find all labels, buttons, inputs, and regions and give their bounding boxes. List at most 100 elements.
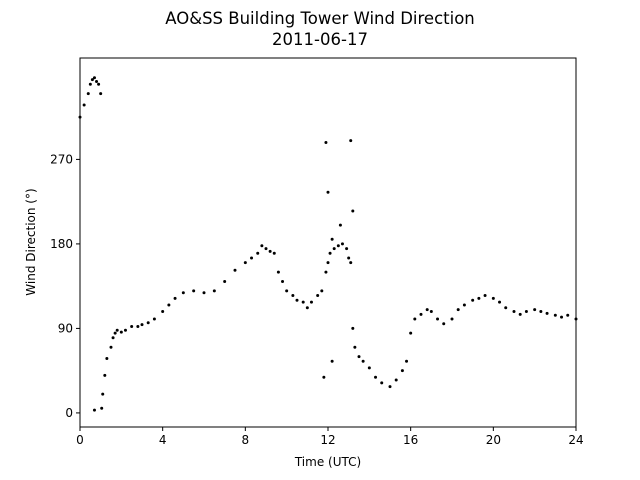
data-point xyxy=(95,79,99,83)
data-point xyxy=(285,289,289,293)
x-tick-label: 0 xyxy=(76,433,84,447)
data-point xyxy=(105,356,109,360)
data-point xyxy=(320,289,324,293)
data-point xyxy=(504,306,508,310)
data-point xyxy=(281,279,285,283)
data-point xyxy=(332,247,336,251)
data-point xyxy=(324,270,328,274)
x-tick-label: 4 xyxy=(159,433,167,447)
data-point xyxy=(181,291,185,295)
y-tick-label: 90 xyxy=(58,321,73,335)
data-point xyxy=(119,330,123,334)
data-point xyxy=(301,300,305,304)
data-point xyxy=(361,359,365,363)
data-point xyxy=(429,310,433,314)
data-point xyxy=(413,317,417,321)
data-point xyxy=(518,312,522,316)
data-point xyxy=(456,308,460,312)
data-point xyxy=(130,325,134,329)
data-point xyxy=(322,375,326,379)
data-point xyxy=(351,326,355,330)
data-point xyxy=(82,103,86,107)
data-point xyxy=(146,321,150,325)
data-point xyxy=(136,325,140,329)
data-point xyxy=(256,251,260,255)
data-point xyxy=(109,345,113,349)
data-point xyxy=(560,315,564,319)
data-point xyxy=(328,251,332,255)
data-point xyxy=(111,336,115,340)
data-point xyxy=(326,190,330,194)
x-axis-label: Time (UTC) xyxy=(294,455,361,469)
x-axis: 0 4 8 12 16 20 24 xyxy=(76,427,584,447)
data-point xyxy=(86,92,90,96)
data-point xyxy=(326,261,330,265)
data-point xyxy=(442,322,446,326)
data-point xyxy=(483,294,487,298)
data-point xyxy=(212,289,216,293)
data-point xyxy=(477,296,481,300)
data-point xyxy=(336,244,340,248)
data-point xyxy=(90,78,94,82)
data-point xyxy=(123,328,127,332)
data-point xyxy=(276,270,280,274)
data-point xyxy=(462,303,466,307)
data-point xyxy=(100,406,104,410)
y-tick-label: 180 xyxy=(50,237,73,251)
data-point xyxy=(97,82,101,86)
data-point xyxy=(260,244,264,248)
data-point xyxy=(400,369,404,373)
chart-title: AO&SS Building Tower Wind Direction xyxy=(165,9,475,28)
data-point xyxy=(533,308,537,312)
data-point xyxy=(309,300,313,304)
y-axis-label: Wind Direction (°) xyxy=(24,188,38,295)
data-point xyxy=(491,296,495,300)
data-point xyxy=(545,311,549,315)
data-point xyxy=(167,303,171,307)
data-point xyxy=(498,300,502,304)
data-point xyxy=(305,306,309,310)
data-point xyxy=(394,378,398,382)
data-point xyxy=(295,298,299,302)
data-point xyxy=(268,249,272,253)
data-point xyxy=(471,298,475,302)
plot-frame xyxy=(79,57,577,428)
data-point xyxy=(99,92,103,96)
y-tick-label: 270 xyxy=(50,152,73,166)
data-point xyxy=(553,313,557,317)
x-tick-label: 20 xyxy=(486,433,501,447)
data-point xyxy=(419,312,423,316)
data-point xyxy=(223,279,227,283)
data-point xyxy=(250,256,254,260)
data-point xyxy=(524,310,528,314)
data-point xyxy=(450,317,454,321)
data-point xyxy=(192,289,196,293)
data-point xyxy=(436,317,440,321)
x-tick-label: 12 xyxy=(320,433,335,447)
x-tick-label: 24 xyxy=(568,433,583,447)
data-point xyxy=(103,373,107,377)
data-point xyxy=(202,291,206,295)
data-point xyxy=(152,317,156,321)
data-point xyxy=(374,375,378,379)
data-point xyxy=(347,256,351,260)
data-point xyxy=(101,392,105,396)
y-tick-label: 0 xyxy=(65,406,73,420)
data-point xyxy=(388,385,392,389)
data-point xyxy=(425,308,429,312)
data-point xyxy=(349,261,353,265)
data-point xyxy=(367,366,371,370)
data-point xyxy=(330,359,334,363)
data-point xyxy=(330,237,334,241)
data-point xyxy=(351,209,355,213)
data-point xyxy=(324,141,328,145)
data-point xyxy=(88,82,92,86)
data-point xyxy=(340,242,344,246)
data-point xyxy=(405,359,409,363)
data-point xyxy=(173,296,177,300)
chart-subtitle: 2011-06-17 xyxy=(272,30,368,49)
data-point xyxy=(349,139,353,143)
data-point xyxy=(566,313,570,317)
data-point xyxy=(316,294,320,298)
